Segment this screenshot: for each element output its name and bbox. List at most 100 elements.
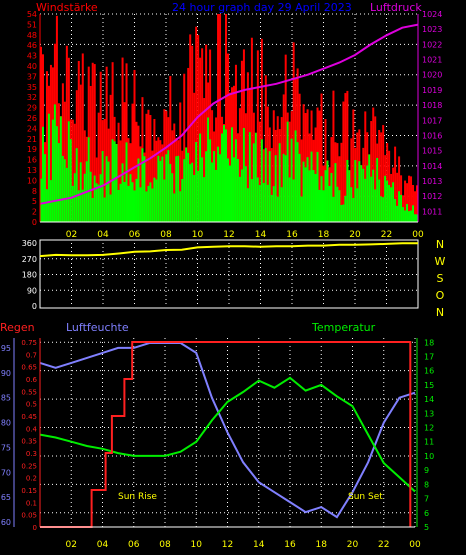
wind-mean-bar	[169, 163, 172, 222]
wind-mean-bar	[57, 143, 60, 222]
wind-gust-bar	[342, 101, 345, 222]
wind-mean-bar	[402, 207, 405, 222]
wind-mean-bar	[246, 188, 249, 222]
wind-mean-bar	[107, 161, 110, 222]
bottom-x-tick-label: 18	[316, 540, 328, 550]
wind-mean-bar	[414, 214, 417, 222]
wind-mean-bar	[123, 181, 126, 222]
wind-mean-bar	[155, 179, 158, 222]
top-x-tick-label: 16	[286, 230, 298, 240]
wind-mean-bar	[284, 155, 287, 222]
wind-mean-bar	[139, 187, 142, 222]
wind-gust-bar	[147, 109, 150, 222]
wind-mean-bar	[63, 159, 66, 222]
rain-tick-label: 0.05	[21, 512, 37, 520]
top-x-tick-label: 00	[412, 230, 424, 240]
wind-mean-bar	[300, 196, 303, 222]
temperature-line	[39, 376, 416, 493]
wind-mean-bar	[99, 174, 102, 222]
wind-mean-bar	[350, 187, 353, 222]
wind-gust-bar	[93, 64, 96, 223]
wind-mean-bar	[258, 185, 261, 222]
wind-mean-bar	[274, 155, 277, 222]
wind-mean-bar	[161, 156, 164, 222]
humidity-tick-label: 90	[1, 369, 11, 378]
wind-mean-bar	[181, 179, 184, 222]
wind-mean-bar	[294, 130, 297, 222]
wind-mean-bar	[135, 178, 138, 222]
wind-mean-bar	[228, 165, 231, 222]
wind-gust-bar	[71, 119, 74, 222]
compass-letter: S	[437, 272, 444, 285]
direction-axes: 0 90 180 270 360	[22, 239, 37, 311]
wind-gust-bar	[372, 107, 375, 222]
wind-mean-bar	[324, 170, 327, 222]
rain-tick-label: 0.65	[21, 364, 37, 372]
wind-tick-label: 46	[27, 41, 37, 50]
wind-mean-bar	[109, 194, 112, 222]
temperature-tick-label: 17	[424, 352, 434, 361]
bottom-x-tick-label: 20	[347, 540, 359, 550]
wind-mean-bar	[364, 178, 367, 222]
wind-mean-bar	[234, 139, 237, 222]
wind-mean-bar	[360, 165, 363, 222]
wind-gust-bar	[227, 53, 230, 222]
wind-mean-bar	[346, 159, 349, 222]
wind-mean-bar	[47, 113, 50, 222]
top-chart-axes: 0258101316192124262932353740434648515410…	[27, 10, 443, 240]
wind-mean-bar	[153, 177, 156, 222]
wind-mean-bar	[157, 155, 160, 222]
wind-mean-bar	[362, 168, 365, 222]
wind-mean-bar	[266, 184, 269, 222]
humidity-tick-label: 65	[1, 493, 11, 502]
wind-gust-bar	[250, 37, 253, 223]
bottom-x-tick-label: 16	[284, 540, 296, 550]
wind-mean-bar	[199, 133, 202, 222]
wind-mean-bar	[332, 196, 335, 222]
wind-gust-bar	[205, 44, 208, 223]
wind-mean-bar	[230, 127, 233, 222]
wind-gust-bar	[197, 34, 200, 222]
wind-tick-label: 51	[27, 20, 37, 29]
wind-mean-bar	[368, 154, 371, 222]
bottom-x-tick-label: 08	[159, 540, 171, 550]
compass-letter: N	[436, 306, 444, 319]
wind-mean-bar	[326, 160, 329, 222]
wind-gust-bar	[370, 121, 373, 222]
humidity-label: Luftfeuchte	[66, 321, 129, 334]
direction-grid	[40, 243, 419, 306]
wind-gust-bar	[416, 185, 419, 222]
temperature-tick-label: 8	[424, 480, 429, 489]
wind-mean-bar	[223, 125, 226, 222]
wind-mean-bar	[71, 185, 74, 222]
humidity-tick-label: 75	[1, 443, 11, 452]
wind-mean-bar	[159, 160, 162, 222]
wind-gust-bar	[135, 121, 138, 222]
wind-mean-bar	[262, 182, 265, 222]
wind-mean-bar	[298, 153, 301, 222]
wind-mean-bar	[336, 186, 339, 222]
wind-mean-bar	[45, 189, 48, 222]
wind-gust-bar	[203, 98, 206, 222]
wind-tick-label: 32	[27, 93, 37, 102]
wind-gust-bar	[246, 72, 249, 222]
wind-mean-bar	[93, 175, 96, 222]
wind-mean-bar	[244, 166, 247, 222]
wind-tick-label: 19	[27, 145, 37, 154]
wind-mean-bar	[280, 187, 283, 222]
wind-tick-label: 21	[27, 135, 37, 144]
wind-mean-bar	[91, 197, 94, 222]
wind-gust-bar	[81, 53, 84, 223]
bottom-x-tick-label: 22	[378, 540, 389, 550]
wind-gust-bar	[238, 108, 241, 222]
pressure-label: Luftdruck	[370, 1, 422, 14]
wind-gust-bar	[364, 111, 367, 222]
wind-gust-bar	[119, 140, 122, 222]
humidity-tick-label: 80	[1, 419, 11, 428]
wind-gust-bar	[219, 14, 222, 222]
wind-gust-bar	[380, 132, 383, 222]
compass-letter: O	[436, 289, 445, 302]
wind-mean-bar	[97, 184, 100, 222]
